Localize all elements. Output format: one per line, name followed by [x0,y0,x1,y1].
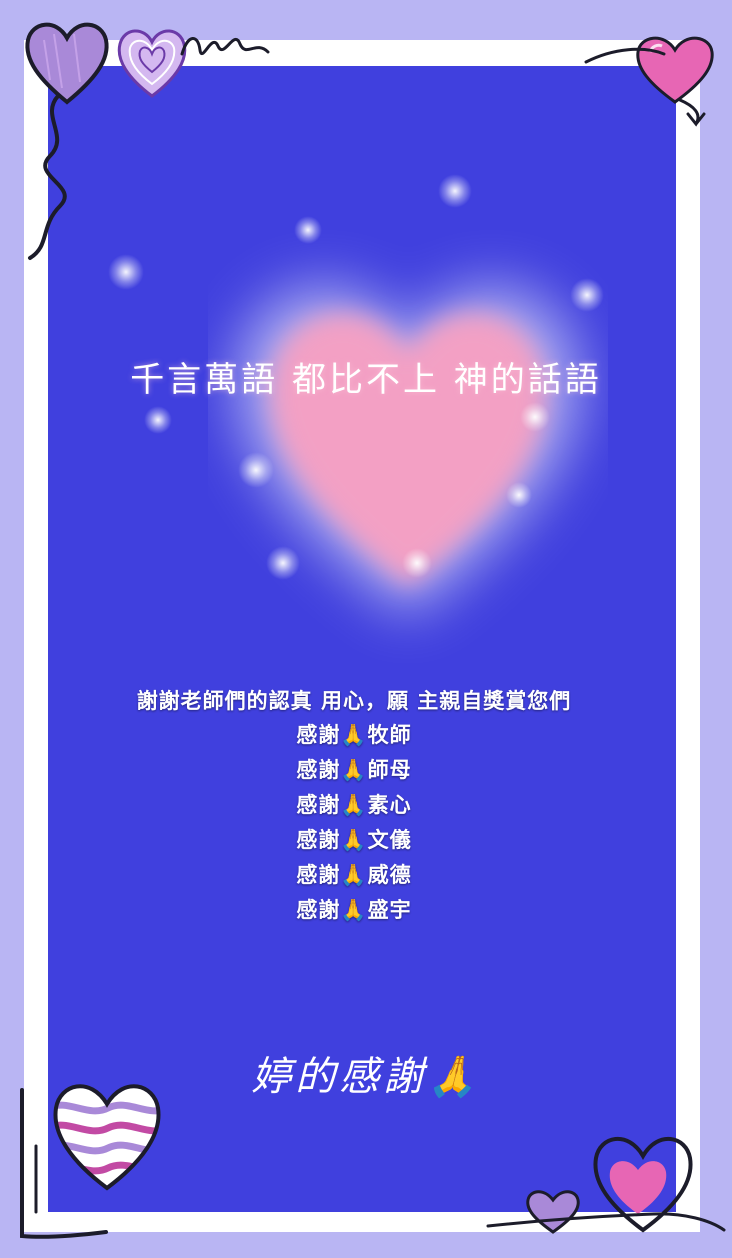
double-heart-icon [593,1137,693,1233]
sparkle [506,482,532,508]
corner-line-icon [20,1088,108,1239]
thanks-line: 感謝🙏文儀 [296,828,412,852]
sparkle [294,216,322,244]
thanks-line: 感謝🙏威德 [296,863,412,887]
thanks-line: 感謝🙏牧師 [296,723,412,747]
sparkle [266,546,300,580]
squiggle-line-icon [180,37,270,56]
striped-heart-icon [53,1084,161,1191]
swirl-line-icon [28,94,67,260]
thanks-block: 謝謝老師們的認真 用心，願 主親自獎賞您們 感謝🙏牧師 感謝🙏師母 感謝🙏素心 … [0,684,708,928]
thanks-line: 感謝🙏師母 [296,758,412,782]
thanks-line: 感謝🙏盛宇 [296,898,412,922]
sparkle [144,406,172,434]
thanks-line: 感謝🙏素心 [296,793,412,817]
purple-heart-icon [25,22,109,105]
sparkle [238,452,274,488]
glowing-heart-icon [234,285,582,616]
sparkle [520,402,550,432]
pink-heart-icon [636,36,714,104]
sparkle [570,278,604,312]
curl-arrow-icon [584,47,706,127]
page-title: 千言萬語 都比不上 神的話語 [130,360,602,400]
sparkle [402,548,432,578]
signature: 婷的感謝🙏 [251,1054,481,1100]
swoosh-line-icon [486,1212,726,1232]
card [48,66,676,1212]
thanks-message: 謝謝老師們的認真 用心，願 主親自獎賞您們 [136,689,572,713]
outline-heart-icon [117,29,187,98]
sparkle [108,254,144,290]
sparkle [438,174,472,208]
